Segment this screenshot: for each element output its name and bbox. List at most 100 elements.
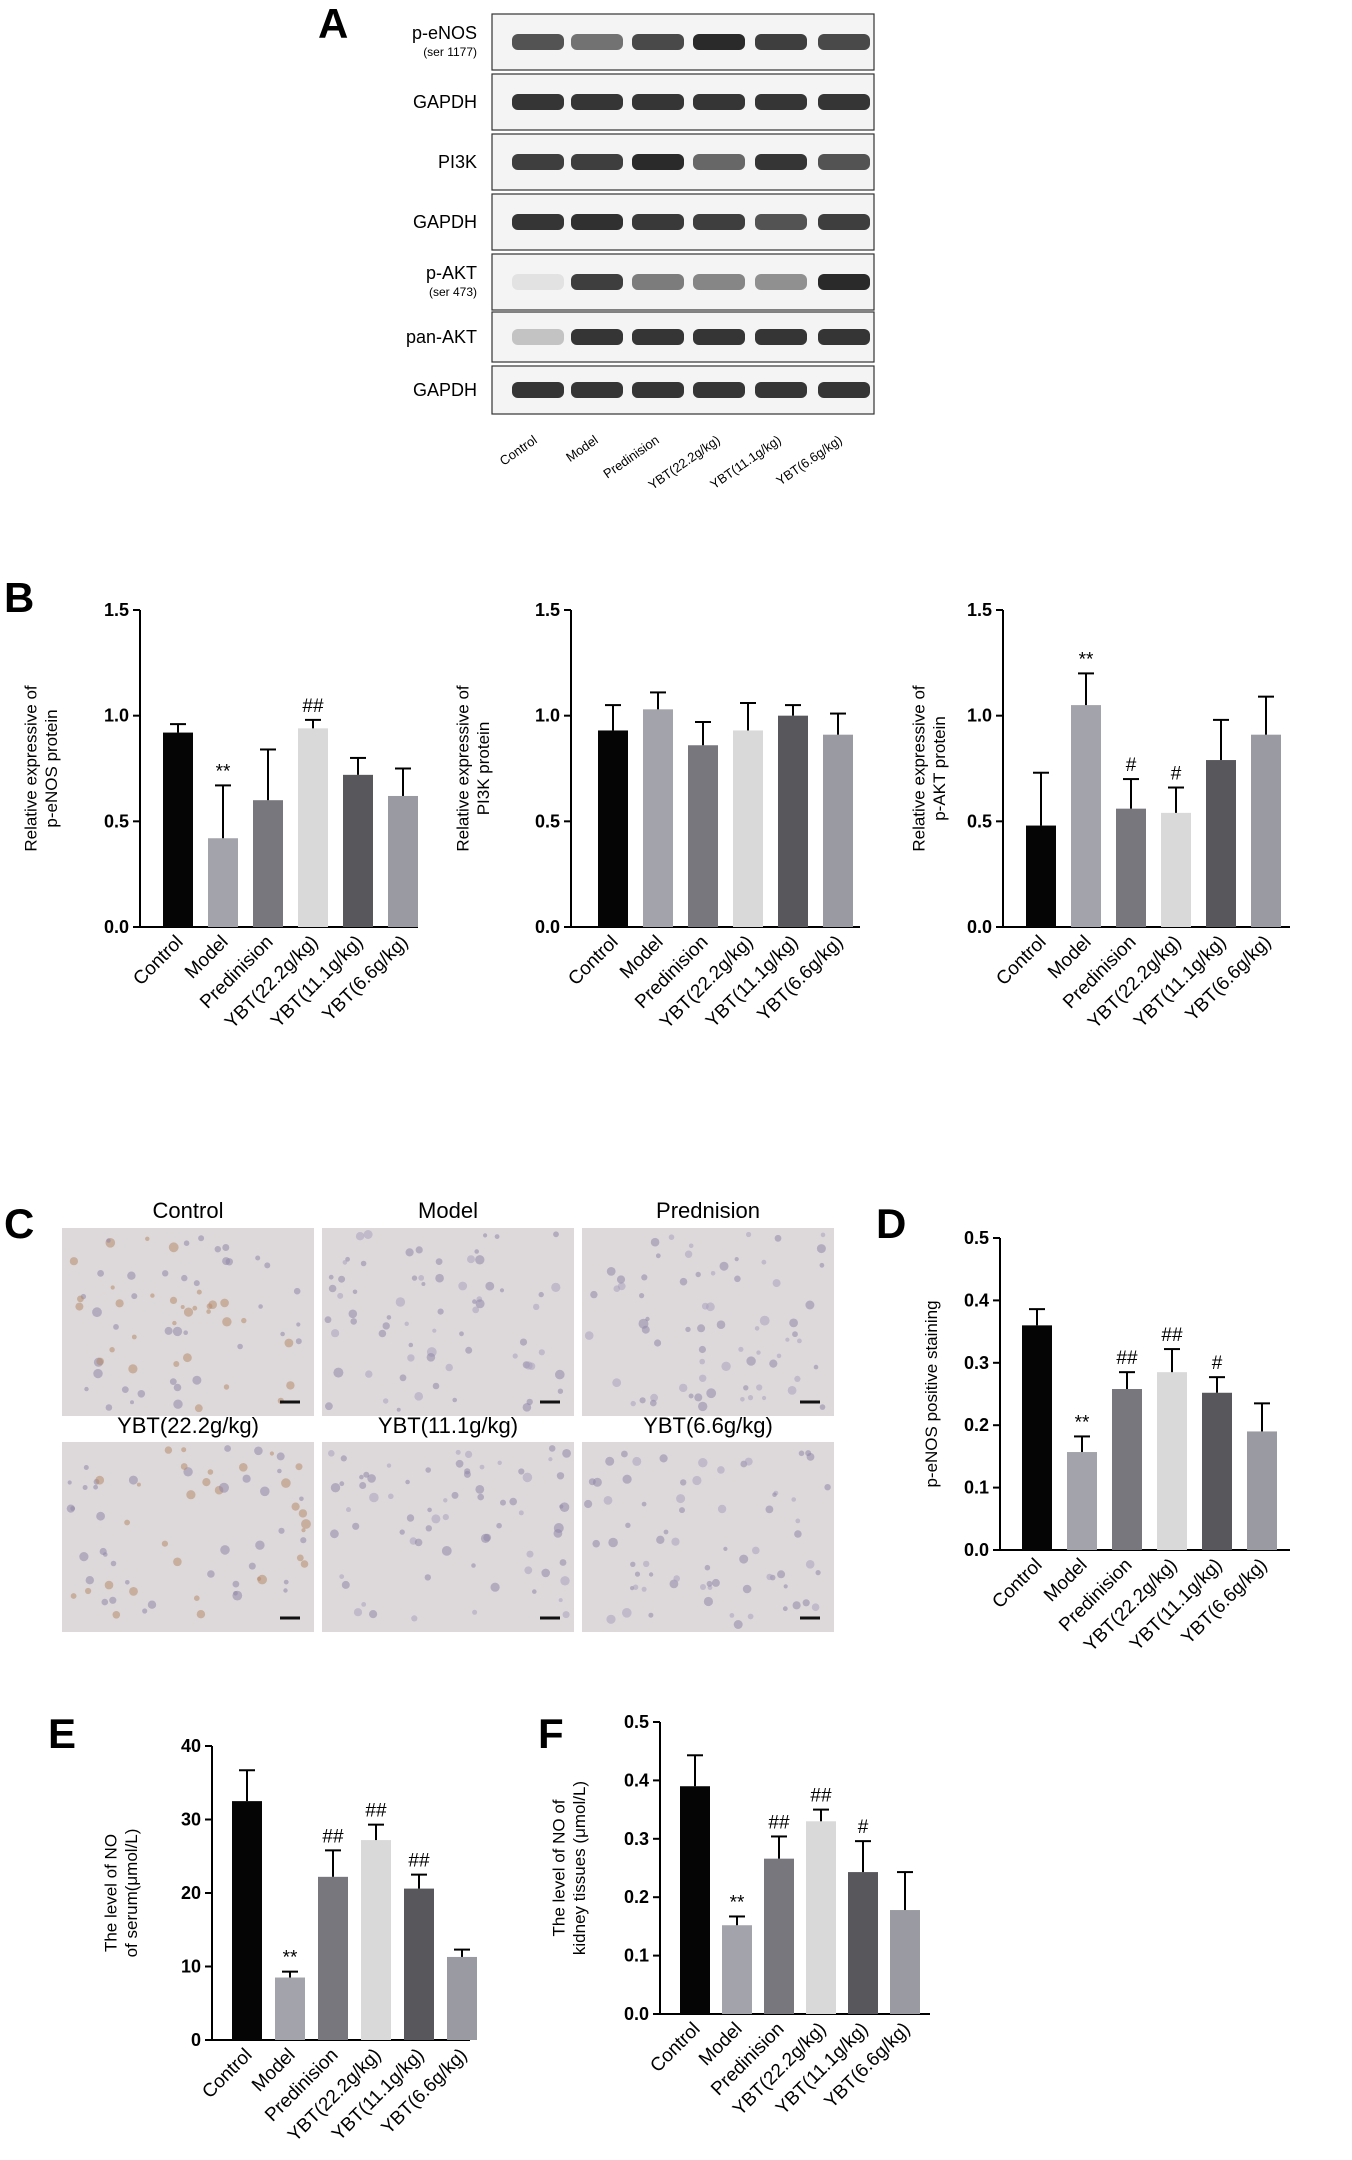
significance-mark: ## bbox=[810, 1786, 832, 1807]
micrograph-nucleus bbox=[173, 1557, 182, 1567]
micrograph-nucleus bbox=[125, 1580, 130, 1585]
blot-band bbox=[632, 329, 684, 345]
micrograph-nucleus bbox=[328, 1284, 337, 1293]
micrograph-nucleus bbox=[352, 1522, 360, 1530]
micrograph-nucleus bbox=[341, 1580, 350, 1589]
micrograph-nucleus bbox=[710, 1271, 716, 1276]
micrograph-nucleus bbox=[293, 1287, 301, 1295]
y-tick-label: 1.5 bbox=[535, 600, 560, 620]
micrograph-nucleus bbox=[526, 1550, 534, 1558]
micrograph-nucleus bbox=[407, 1354, 415, 1362]
micrograph-nucleus bbox=[427, 1507, 432, 1513]
micrograph-nucleus bbox=[85, 1587, 92, 1595]
micrograph-nucleus bbox=[172, 1320, 177, 1326]
micrograph-nucleus bbox=[641, 1274, 648, 1281]
micrograph-nucleus bbox=[363, 1471, 370, 1478]
micrograph-nucleus bbox=[405, 1479, 410, 1485]
micrograph-nucleus bbox=[437, 1308, 444, 1315]
micrograph-nucleus bbox=[472, 1299, 477, 1304]
micrograph-nucleus bbox=[399, 1374, 407, 1382]
bar bbox=[823, 734, 853, 927]
micrograph-nucleus bbox=[706, 1388, 717, 1399]
blot-band bbox=[632, 214, 684, 230]
micrograph-nucleus bbox=[701, 1302, 709, 1310]
micrograph-nucleus bbox=[716, 1320, 726, 1329]
y-tick-label: 10 bbox=[181, 1957, 201, 1977]
category-label: Control bbox=[988, 1555, 1046, 1613]
micrograph-nucleus bbox=[202, 1478, 211, 1487]
micrograph-nucleus bbox=[442, 1514, 449, 1521]
micrograph-nucleus bbox=[754, 1326, 760, 1331]
micrograph-nucleus bbox=[717, 1504, 727, 1514]
significance-mark: ## bbox=[322, 1826, 344, 1847]
micrograph-nucleus bbox=[194, 1404, 203, 1413]
micrograph-nucleus bbox=[695, 1271, 701, 1278]
blot-band bbox=[512, 274, 564, 290]
micrograph-nucleus bbox=[183, 1307, 194, 1317]
micrograph-nucleus bbox=[711, 1578, 720, 1587]
micrograph-nucleus bbox=[639, 1397, 646, 1404]
micrograph-nucleus bbox=[474, 1249, 480, 1254]
micrograph-nucleus bbox=[557, 1388, 564, 1394]
micrograph-nucleus bbox=[96, 1511, 105, 1521]
blot-band bbox=[571, 382, 623, 398]
y-axis-label: Relative expressive ofp-AKT protein bbox=[910, 685, 949, 852]
blot-row-label: p-eNOS bbox=[412, 23, 477, 43]
bar bbox=[778, 715, 808, 927]
micrograph-nucleus bbox=[232, 1580, 240, 1588]
micrograph-nucleus bbox=[603, 1496, 613, 1505]
blot-row-label: GAPDH bbox=[413, 380, 477, 400]
y-axis-label-line: p-AKT protein bbox=[930, 716, 949, 821]
micrograph-nucleus bbox=[475, 1299, 485, 1309]
y-tick-label: 0.5 bbox=[624, 1712, 649, 1732]
micrograph-nucleus bbox=[352, 1289, 358, 1295]
micrograph-nucleus bbox=[782, 1606, 788, 1612]
significance-mark: ## bbox=[302, 696, 324, 717]
micrograph-nucleus bbox=[509, 1497, 517, 1506]
blot-band bbox=[755, 34, 807, 50]
micrograph-nucleus bbox=[650, 1237, 660, 1247]
micrograph-nucleus bbox=[783, 1584, 788, 1589]
micrograph-nucleus bbox=[548, 1445, 556, 1452]
micrograph-nucleus bbox=[761, 1259, 767, 1265]
micrograph-nucleus bbox=[794, 1375, 801, 1382]
micrograph-nucleus bbox=[518, 1510, 524, 1516]
micrograph-nucleus bbox=[663, 1529, 669, 1535]
micrograph-nucleus bbox=[777, 1570, 786, 1579]
micrograph-nucleus bbox=[278, 1527, 285, 1534]
micrograph-nucleus bbox=[590, 1290, 598, 1299]
micrograph-nucleus bbox=[92, 1307, 102, 1318]
micrograph-nucleus bbox=[414, 1392, 424, 1401]
micrograph-nucleus bbox=[208, 1300, 217, 1309]
micrograph-nucleus bbox=[339, 1481, 345, 1487]
micrograph-nucleus bbox=[605, 1456, 615, 1466]
micrograph-nucleus bbox=[616, 1275, 626, 1284]
micrograph-nucleus bbox=[625, 1522, 631, 1529]
chart-f: 0.0 0.1 0.2 0.3 0.4 0.5 The level of NO ofkidn… bbox=[550, 1712, 930, 2120]
micrograph-nucleus bbox=[533, 1303, 540, 1311]
micrograph-nucleus bbox=[418, 1275, 425, 1281]
panel-letter-d: D bbox=[876, 1200, 906, 1247]
micrograph-nucleus bbox=[559, 1504, 564, 1509]
significance-mark: ** bbox=[1075, 1412, 1090, 1433]
micrograph-nucleus bbox=[638, 1318, 649, 1329]
micrograph-nucleus bbox=[142, 1608, 148, 1614]
micrograph-nucleus bbox=[248, 1562, 256, 1570]
micrograph-nucleus bbox=[180, 1463, 188, 1470]
blot-band bbox=[512, 214, 564, 230]
significance-mark: ## bbox=[768, 1812, 790, 1833]
micrograph-nucleus bbox=[367, 1474, 376, 1483]
micrograph-nucleus bbox=[791, 1497, 796, 1502]
micrograph-nucleus bbox=[734, 1257, 739, 1262]
micrograph-nucleus bbox=[411, 1275, 418, 1281]
chart-b3: 0.0 0.5 1.0 1.5 Relative expressive ofp-AKT … bbox=[910, 600, 1290, 1033]
y-axis-label: Relative expressive ofPI3K protein bbox=[454, 685, 493, 852]
micrograph-nucleus bbox=[673, 1575, 680, 1582]
micrograph-nucleus bbox=[276, 1452, 285, 1461]
y-tick-label: 0.1 bbox=[964, 1478, 989, 1498]
micrograph-nucleus bbox=[408, 1342, 414, 1348]
significance-mark: # bbox=[1212, 1353, 1223, 1374]
micrograph-nucleus bbox=[330, 1483, 341, 1493]
bar bbox=[848, 1872, 878, 2014]
micrograph-nucleus bbox=[136, 1482, 141, 1487]
